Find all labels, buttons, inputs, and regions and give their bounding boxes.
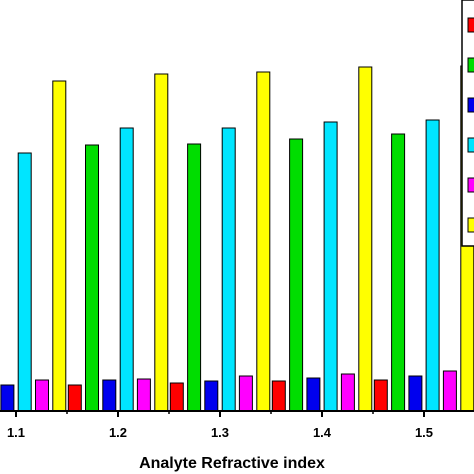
bar-1.1-s4 xyxy=(17,152,32,412)
bar-1.4-s6 xyxy=(358,66,373,412)
bar-1.4-s5 xyxy=(340,373,355,412)
bar-1.2-s6 xyxy=(154,73,169,412)
legend-swatch-s5 xyxy=(467,177,474,193)
bar-1.4-s3 xyxy=(306,377,321,412)
legend-swatch-s2 xyxy=(467,57,474,73)
legend-swatch-s1 xyxy=(467,17,474,33)
legend-box xyxy=(461,0,474,247)
bar-1.3-s3 xyxy=(204,380,219,412)
bar-1.1-s6 xyxy=(52,80,67,412)
bar-1.4-s1 xyxy=(271,380,286,412)
x-tick-label-1.3: 1.3 xyxy=(211,425,229,440)
bar-1.2-s3 xyxy=(102,379,117,412)
bar-1.5-s4 xyxy=(425,119,440,412)
bar-1.5-s3 xyxy=(408,375,423,412)
bar-1.1-s3 xyxy=(0,384,15,412)
bar-1.2-s5 xyxy=(136,378,151,412)
x-ticks-group: 1.1 1.2 1.3 1.4 1.5 xyxy=(7,411,433,440)
bar-1.3-s6 xyxy=(256,71,271,412)
bar-1.3-s4 xyxy=(221,127,236,412)
bar-1.2-s1 xyxy=(67,384,82,412)
bar-1.1-s5 xyxy=(35,379,49,412)
legend-swatch-s4 xyxy=(467,137,474,153)
x-tick-label-1.1: 1.1 xyxy=(7,425,25,440)
bars-group xyxy=(0,65,474,412)
legend-swatch-s6 xyxy=(467,217,474,233)
bar-1.2-s2 xyxy=(85,144,99,412)
x-tick-label-1.4: 1.4 xyxy=(313,425,332,440)
bar-1.3-s1 xyxy=(169,382,184,412)
bar-1.4-s4 xyxy=(323,121,338,412)
bar-1.5-s2 xyxy=(391,133,406,412)
bar-1.3-s2 xyxy=(187,143,202,412)
legend xyxy=(461,0,474,247)
x-axis-label: Analyte Refractive index xyxy=(139,455,325,472)
bar-1.5-s1 xyxy=(373,379,388,412)
legend-swatch-s3 xyxy=(467,97,474,113)
bar-1.2-s4 xyxy=(119,127,134,412)
bar-1.3-s5 xyxy=(238,375,253,412)
x-tick-label-1.2: 1.2 xyxy=(109,425,127,440)
x-tick-label-1.5: 1.5 xyxy=(415,425,433,440)
bar-1.4-s2 xyxy=(289,138,304,412)
bar-1.5-s5 xyxy=(442,370,457,412)
